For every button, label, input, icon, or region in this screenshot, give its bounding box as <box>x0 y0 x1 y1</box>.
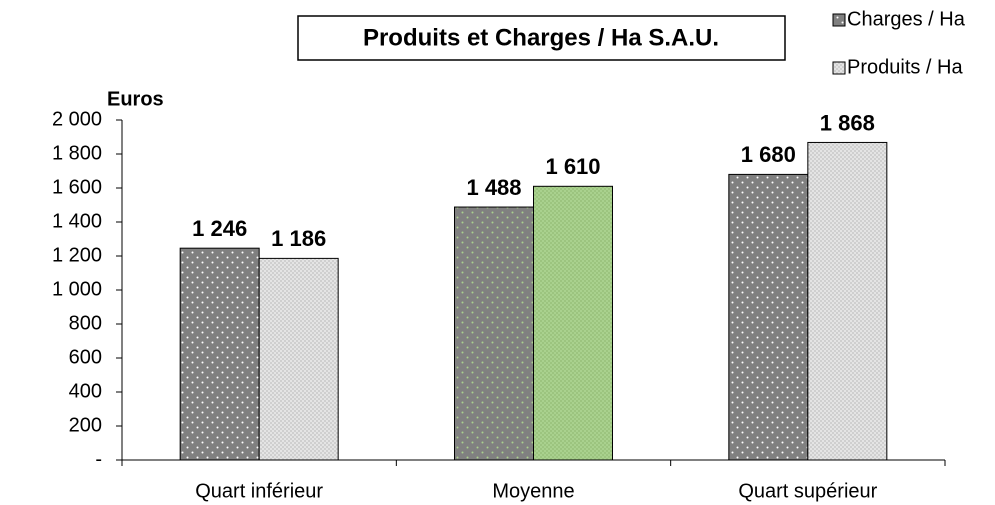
value-label: 1 868 <box>820 110 875 135</box>
y-tick-label: 400 <box>69 380 102 402</box>
value-label: 1 610 <box>545 154 600 179</box>
y-axis-label: Euros <box>107 88 164 110</box>
y-tick-label: 800 <box>69 312 102 334</box>
bar <box>807 141 888 461</box>
value-label: 1 246 <box>192 216 247 241</box>
chart-title: Produits et Charges / Ha S.A.U. <box>363 24 719 51</box>
legend-swatch <box>832 61 846 75</box>
x-tick-label: Quart inférieur <box>195 480 323 502</box>
y-tick-label: 1 600 <box>52 176 102 198</box>
y-tick-label: 2 000 <box>52 108 102 130</box>
value-label: 1 680 <box>741 142 796 167</box>
value-label: 1 488 <box>466 175 521 200</box>
value-label: 1 186 <box>271 226 326 251</box>
title-box <box>297 15 786 61</box>
legend-swatch <box>832 13 846 27</box>
y-tick-label: 200 <box>69 414 102 436</box>
y-tick-label: 1 200 <box>52 244 102 266</box>
y-tick-label: 600 <box>69 346 102 368</box>
y-tick-label: 1 000 <box>52 278 102 300</box>
bar <box>533 185 613 461</box>
bar <box>728 173 809 461</box>
y-tick-label: 1 800 <box>52 142 102 164</box>
bar <box>258 257 339 461</box>
bar <box>179 247 260 461</box>
y-tick-label: 1 400 <box>52 210 102 232</box>
y-tick-label: - <box>95 448 102 470</box>
legend-label: Produits / Ha <box>847 56 963 78</box>
x-tick-label: Quart supérieur <box>738 480 877 502</box>
x-tick-label: Moyenne <box>492 480 574 502</box>
legend-label: Charges / Ha <box>847 8 966 30</box>
bar <box>454 206 534 461</box>
